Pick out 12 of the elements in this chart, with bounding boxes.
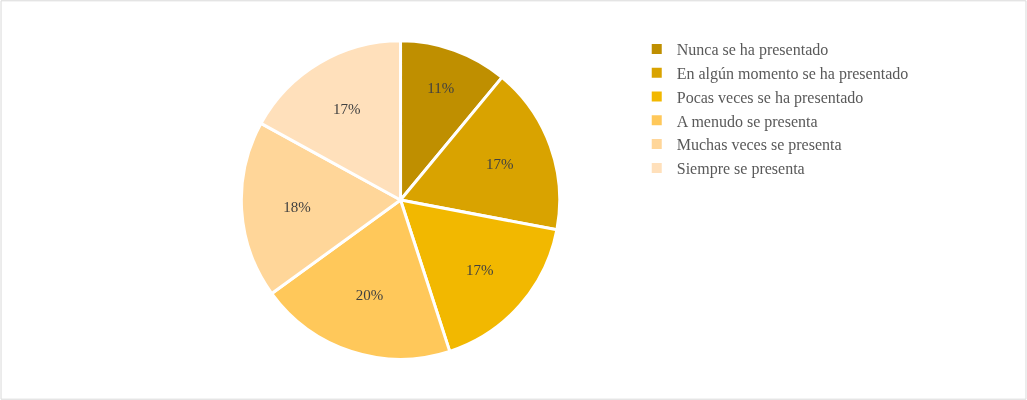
data-label: 17% xyxy=(465,261,494,278)
data-label: 17% xyxy=(333,101,361,118)
legend-label: A menudo se presenta xyxy=(676,112,818,131)
data-label: 20% xyxy=(355,287,384,304)
data-label: 11% xyxy=(427,80,455,97)
legend-label: Pocas veces se ha presentado xyxy=(676,88,864,107)
legend-label: Muchas veces se presenta xyxy=(676,136,842,155)
legend-label: Siempre se presenta xyxy=(676,160,805,179)
legend-label: En algún momento se ha presentado xyxy=(676,64,909,83)
legend-label: Nunca se ha presentado xyxy=(676,41,829,60)
data-label: 18% xyxy=(283,198,311,215)
data-label: 17% xyxy=(486,156,514,173)
